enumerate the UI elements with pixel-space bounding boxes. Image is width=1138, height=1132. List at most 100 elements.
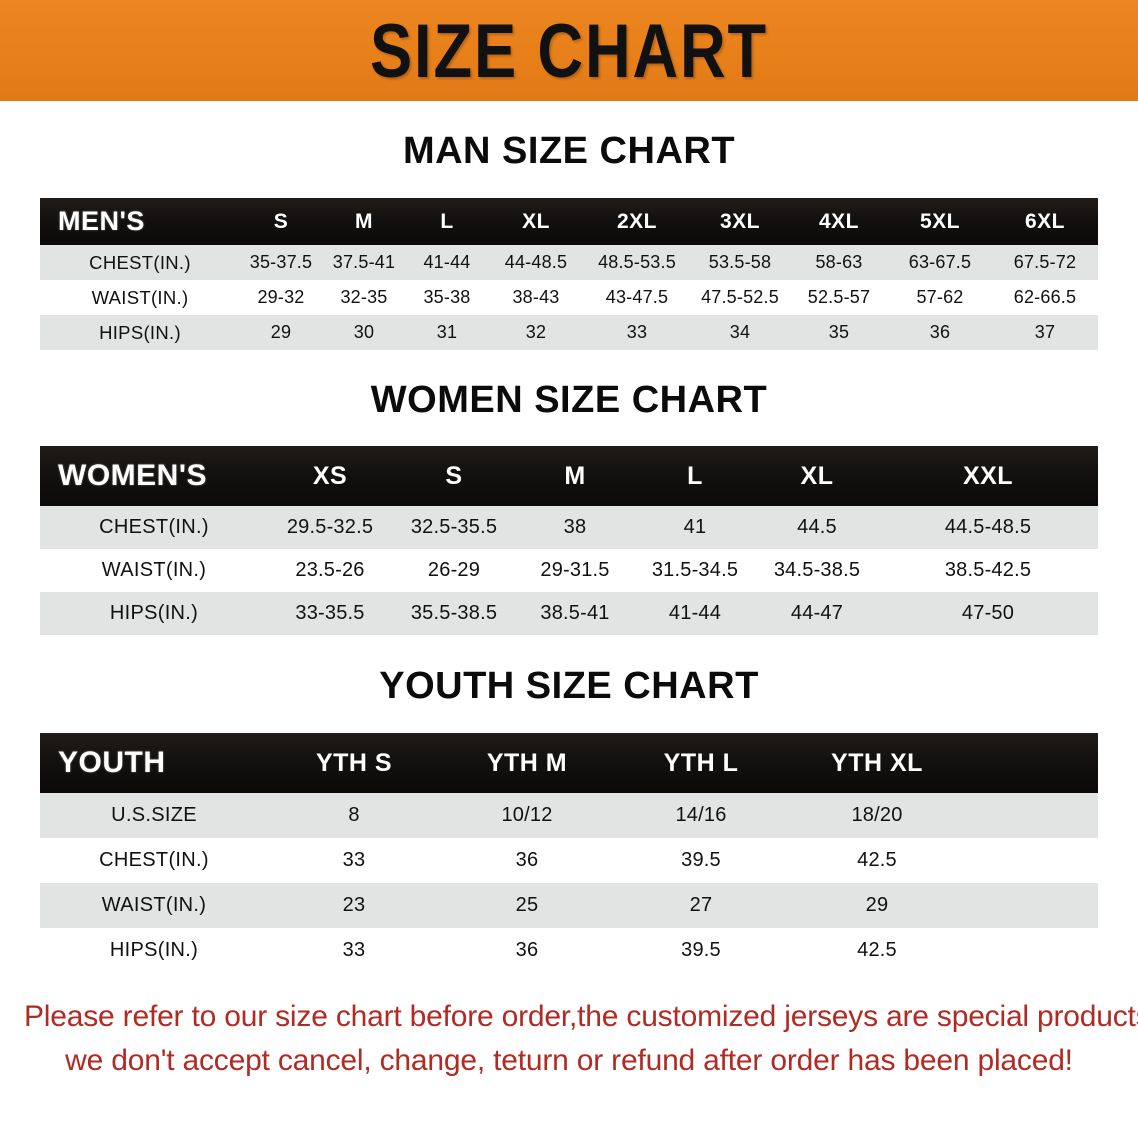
youth-cell-3-4 [966,928,1098,973]
youth-cell-2-3: 29 [865,894,889,916]
youth-cell-3-3: 42.5 [857,939,897,961]
man-cell-1-4: 43-47.5 [605,287,669,307]
man-cell-0-2: 41-44 [423,252,471,272]
youth-row-label-1: CHEST(IN.) [99,849,209,871]
women-col-header-3: L [687,461,703,490]
disclaimer-line-1: Please refer to our size chart before or… [24,1000,1138,1033]
youth-size-table: YOUTH YTH S YTH M YTH L YTH XL U.S.SIZE … [40,733,1098,973]
man-cell-1-3: 38-43 [512,287,560,307]
man-corner-label: MEN'S [58,206,145,236]
women-cell-2-4: 44-47 [790,602,844,624]
youth-col-header-1: YTH M [486,748,568,777]
man-row-label-0: CHEST(IN.) [89,251,191,273]
table-row: HIPS(IN.) 29 30 31 32 33 34 35 36 37 [40,315,1098,350]
women-cell-1-0: 23.5-26 [295,559,365,581]
women-col-header-4: XL [800,461,834,490]
man-col-header-2: L [440,209,454,233]
women-col-header-1: S [445,461,463,490]
man-cell-1-5: 47.5-52.5 [701,287,779,307]
youth-size-table-wrapper: YOUTH YTH S YTH M YTH L YTH XL U.S.SIZE … [40,733,1098,973]
youth-cell-1-1: 36 [515,849,539,871]
man-col-header-3: XL [522,209,550,233]
table-row: U.S.SIZE 8 10/12 14/16 18/20 [40,793,1098,838]
man-cell-0-3: 44-48.5 [504,252,568,272]
women-cell-1-4: 34.5-38.5 [773,559,861,581]
man-cell-0-0: 35-37.5 [249,252,313,272]
man-cell-2-7: 36 [929,322,951,342]
table-row: WAIST(IN.) 29-32 32-35 35-38 38-43 43-47… [40,280,1098,315]
women-section-title: WOMEN SIZE CHART [370,379,768,421]
youth-section-title: YOUTH SIZE CHART [379,665,759,707]
man-col-header-5: 3XL [719,209,760,233]
women-cell-0-4: 44.5 [797,516,837,538]
man-table-header-row: MEN'S S M L XL 2XL 3XL 4XL 5XL 6XL [40,198,1098,245]
youth-cell-0-4 [966,793,1098,838]
youth-row-label-3: HIPS(IN.) [109,939,199,961]
youth-cell-0-1: 10/12 [501,804,553,826]
women-col-header-2: M [564,461,586,490]
table-row: HIPS(IN.) 33 36 39.5 42.5 [40,928,1098,973]
man-cell-0-7: 63-67.5 [908,252,972,272]
youth-cell-1-0: 33 [342,849,366,871]
women-cell-0-1: 32.5-35.5 [410,516,498,538]
table-row: CHEST(IN.) 35-37.5 37.5-41 41-44 44-48.5… [40,245,1098,280]
women-cell-2-1: 35.5-38.5 [410,602,498,624]
women-cell-2-0: 33-35.5 [295,602,365,624]
women-size-table: WOMEN'S XS S M L XL XXL CHEST(IN.) 29.5-… [40,446,1098,635]
youth-cell-2-4 [966,883,1098,928]
women-cell-2-3: 41-44 [668,602,722,624]
table-row: WAIST(IN.) 23 25 27 29 [40,883,1098,928]
man-cell-2-3: 32 [525,322,547,342]
youth-cell-1-4 [966,838,1098,883]
women-col-header-5: XXL [962,461,1014,490]
man-cell-2-4: 33 [626,322,648,342]
man-cell-2-8: 37 [1034,322,1056,342]
youth-cell-1-3: 42.5 [857,849,897,871]
man-cell-2-2: 31 [436,322,458,342]
youth-col-header-4 [966,733,1098,793]
youth-cell-3-2: 39.5 [681,939,721,961]
women-cell-2-5: 47-50 [961,602,1015,624]
women-cell-1-3: 31.5-34.5 [651,559,739,581]
man-cell-2-5: 34 [729,322,751,342]
youth-cell-0-3: 18/20 [851,804,903,826]
women-col-header-0: XS [312,461,348,490]
youth-corner-label: YOUTH [58,746,166,779]
women-cell-0-0: 29.5-32.5 [286,516,374,538]
man-cell-1-0: 29-32 [257,287,305,307]
table-row: CHEST(IN.) 29.5-32.5 32.5-35.5 38 41 44.… [40,506,1098,549]
youth-cell-1-2: 39.5 [681,849,721,871]
man-col-header-1: M [355,209,373,233]
women-cell-1-5: 38.5-42.5 [944,559,1032,581]
youth-row-label-2: WAIST(IN.) [101,894,207,916]
man-size-table-wrapper: MEN'S S M L XL 2XL 3XL 4XL 5XL 6XL CHEST… [40,198,1098,350]
youth-cell-2-1: 25 [515,894,539,916]
disclaimer-line-2: we don't accept cancel, change, teturn o… [65,1043,1073,1077]
women-cell-1-2: 29-31.5 [540,559,610,581]
youth-cell-2-2: 27 [689,894,713,916]
man-cell-0-1: 37.5-41 [332,252,396,272]
youth-table-header-row: YOUTH YTH S YTH M YTH L YTH XL [40,733,1098,793]
man-cell-0-6: 58-63 [815,252,863,272]
women-cell-1-1: 26-29 [427,559,481,581]
page-banner: SIZE CHART [0,0,1138,101]
disclaimer-note: Please refer to our size chart before or… [24,995,1138,1082]
man-col-header-6: 4XL [818,209,859,233]
man-cell-0-8: 67.5-72 [1013,252,1077,272]
table-row: CHEST(IN.) 33 36 39.5 42.5 [40,838,1098,883]
man-col-header-7: 5XL [919,209,960,233]
man-cell-0-4: 48.5-53.5 [598,252,676,272]
man-size-table: MEN'S S M L XL 2XL 3XL 4XL 5XL 6XL CHEST… [40,198,1098,350]
women-cell-2-2: 38.5-41 [540,602,610,624]
banner-title: SIZE CHART [369,7,769,94]
man-cell-2-1: 30 [353,322,375,342]
man-row-label-2: HIPS(IN.) [99,321,181,343]
man-cell-1-7: 57-62 [916,287,964,307]
youth-col-header-0: YTH S [315,748,393,777]
women-table-header-row: WOMEN'S XS S M L XL XXL [40,446,1098,506]
women-row-label-1: WAIST(IN.) [101,559,207,581]
women-size-table-wrapper: WOMEN'S XS S M L XL XXL CHEST(IN.) 29.5-… [40,446,1098,635]
table-row: HIPS(IN.) 33-35.5 35.5-38.5 38.5-41 41-4… [40,592,1098,635]
man-cell-1-2: 35-38 [423,287,471,307]
youth-cell-2-0: 23 [342,894,366,916]
